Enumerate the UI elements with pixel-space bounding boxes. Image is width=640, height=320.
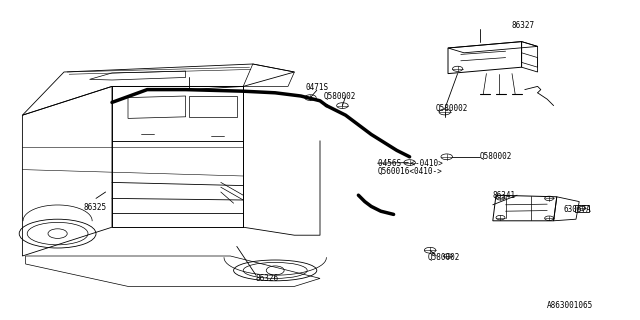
Text: 86327: 86327 [512,21,535,30]
Text: Q580002: Q580002 [480,152,513,161]
Text: Q560016<0410->: Q560016<0410-> [378,167,442,176]
Text: 86325: 86325 [83,204,106,212]
Text: 0456S  <-0410>: 0456S <-0410> [378,159,442,168]
Text: Q580002: Q580002 [428,253,460,262]
Text: Q580002: Q580002 [435,104,468,113]
Text: A863001065: A863001065 [547,301,593,310]
Text: 63067A: 63067A [563,205,591,214]
Text: Q580002: Q580002 [323,92,356,100]
Text: 86341: 86341 [493,191,516,200]
Text: 86326: 86326 [256,274,279,283]
Text: 0471S: 0471S [306,84,329,92]
